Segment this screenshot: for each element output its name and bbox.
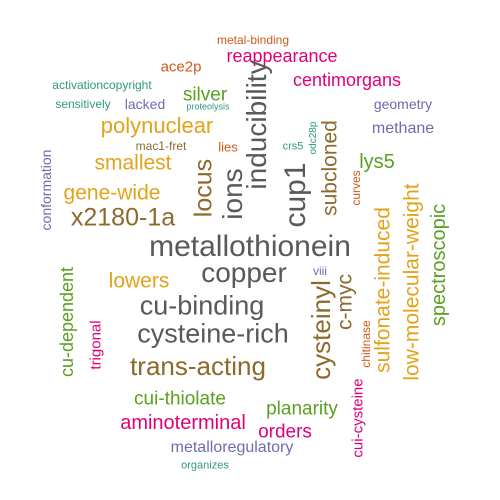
word-planarity: planarity: [266, 398, 338, 420]
word-cup1: cup1: [279, 162, 312, 228]
word-smallest: smallest: [94, 151, 172, 175]
word-conformation: conformation: [38, 149, 54, 231]
word-mac1-fret: mac1-fret: [135, 139, 187, 153]
word-odc28p: odc28p: [308, 121, 319, 155]
word-locus: locus: [189, 158, 218, 218]
word-centimorgans: centimorgans: [292, 70, 402, 90]
word-cysteine-rich: cysteine-rich: [137, 318, 289, 349]
word-cu-dependent: cu-dependent: [57, 266, 77, 378]
word-viii: viii: [313, 264, 327, 278]
word-ace2p: ace2p: [160, 58, 202, 76]
word-methane: methane: [371, 120, 435, 137]
word-geometry: geometry: [373, 96, 433, 112]
word-sulfonate-induced: sulfonate-induced: [371, 207, 395, 373]
word-low-molecular-weight: low-molecular-weight: [400, 183, 424, 381]
word-cui-thiolate: cui-thiolate: [134, 388, 226, 410]
word-orders: orders: [258, 421, 312, 443]
word-lacked: lacked: [124, 96, 166, 112]
word-curves: curves: [349, 170, 363, 206]
word-sensitively: sensitively: [55, 97, 111, 111]
word-silver: silver: [182, 84, 228, 106]
word-crs5: crs5: [282, 140, 304, 153]
word-reappearance: reappearance: [226, 46, 338, 66]
word-polynuclear: polynuclear: [100, 113, 214, 138]
word-lys5: lys5: [359, 151, 395, 173]
word-x2180-1a: x2180-1a: [70, 203, 176, 232]
word-copper: copper: [201, 257, 287, 288]
word-lowers: lowers: [108, 269, 170, 293]
word-cu-binding: cu-binding: [139, 290, 265, 321]
word-activationcopyright: activationcopyright: [52, 78, 152, 92]
word-metal-binding: metal-binding: [216, 33, 290, 47]
word-metalloregulatory: metalloregulatory: [170, 439, 294, 456]
word-trigonal: trigonal: [87, 320, 105, 370]
word-trans-acting: trans-acting: [130, 351, 266, 381]
word-ions: ions: [217, 168, 248, 220]
word-spectroscopic: spectroscopic: [428, 203, 450, 327]
word-cui-cysteine: cui-cysteine: [349, 378, 367, 458]
word-proteolysis: proteolysis: [186, 101, 230, 112]
word-gene-wide: gene-wide: [63, 181, 161, 205]
word-organizes: organizes: [181, 459, 229, 472]
word-metallothionein: metallothionein: [149, 230, 351, 263]
word-cysteinyl: cysteinyl: [306, 280, 336, 380]
word-chitinase: chitinase: [359, 320, 373, 368]
word-subcloned: subcloned: [318, 120, 342, 216]
word-lies: lies: [218, 139, 238, 155]
word-aminoterminal: aminoterminal: [120, 412, 246, 434]
word-c-myc: c-myc: [333, 274, 357, 330]
